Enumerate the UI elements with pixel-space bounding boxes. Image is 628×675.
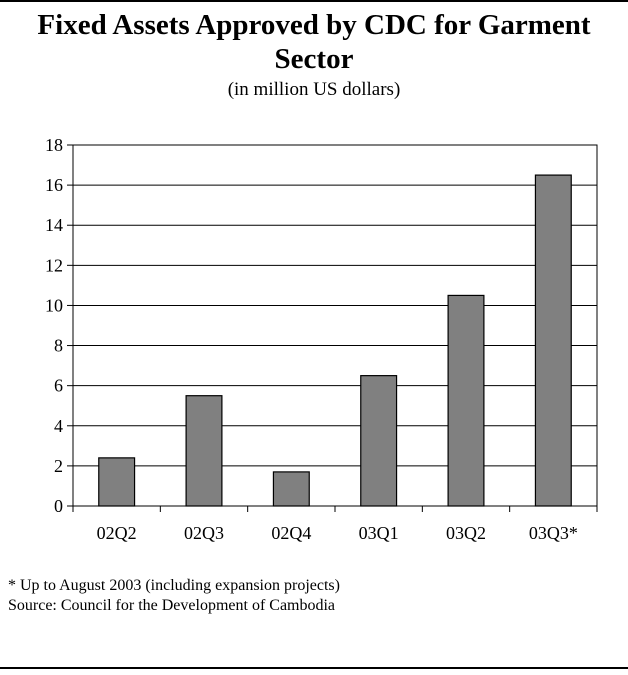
bottom-rule (0, 667, 628, 669)
bar-02Q2 (98, 457, 136, 507)
x-tick-label: 03Q3* (529, 523, 578, 543)
chart-subtitle: (in million US dollars) (227, 79, 401, 100)
x-tick-label: 03Q2 (446, 523, 486, 543)
y-tick-label: 16 (45, 175, 63, 195)
bar-03Q2 (447, 294, 485, 507)
bar-chart: 0 2 4 6 8 10 12 14 16 18 02Q2 02Q3 02Q4 03Q1 03Q2 03Q3* (45, 135, 598, 543)
y-tick-label: 0 (54, 496, 63, 516)
plot-area (72, 144, 598, 507)
x-tick-label: 03Q1 (359, 523, 399, 543)
bar-03Q3-star (534, 174, 572, 507)
y-tick-label: 6 (54, 376, 63, 396)
y-tick-label: 10 (45, 295, 63, 315)
bar-02Q4 (272, 471, 310, 507)
bar-03Q1 (360, 375, 398, 507)
top-rule (0, 0, 628, 2)
source-note: Source: Council for the Development of C… (8, 597, 336, 614)
y-tick-label: 4 (54, 416, 63, 436)
x-tick-label: 02Q4 (271, 523, 311, 543)
chart-title: Fixed Assets Approved by CDC for Garment… (37, 9, 591, 75)
y-tick-label: 18 (45, 135, 63, 155)
y-tick-label: 12 (45, 255, 63, 275)
y-tick-label: 2 (54, 456, 63, 476)
footnote: * Up to August 2003 (including expansion… (8, 577, 340, 594)
y-tick-label: 14 (45, 215, 63, 235)
y-tick-label: 8 (54, 336, 63, 356)
chart-notes: * Up to August 2003 (including expansion… (8, 576, 340, 616)
x-tick-label: 02Q3 (184, 523, 224, 543)
bar-02Q3 (185, 395, 223, 507)
x-tick-label: 02Q2 (97, 523, 137, 543)
